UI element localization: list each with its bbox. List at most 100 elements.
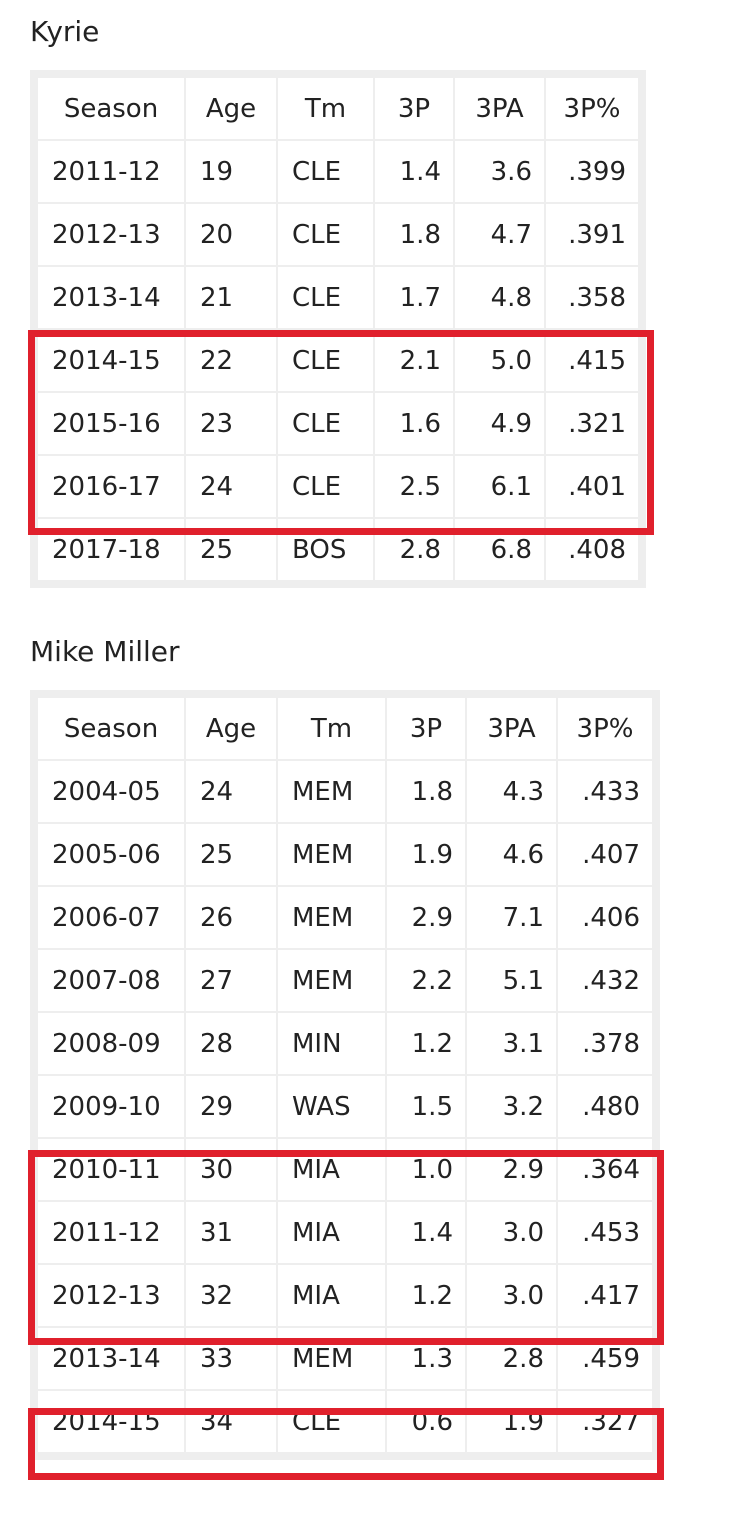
cell-season: 2014-15 [36, 1389, 186, 1454]
table-row: 2005-06 25 MEM 1.9 4.6.407 [36, 822, 654, 887]
cell-season: 2006-07 [36, 885, 186, 950]
cell-3pa: 4.8 [453, 265, 546, 330]
table-row: 2014-15 34 CLE 0.6 1.9.327 [36, 1389, 654, 1454]
cell-3pa: 3.0 [465, 1200, 558, 1265]
table-row: 2011-12 31 MIA 1.4 3.0.453 [36, 1200, 654, 1265]
cell-3p: 1.6 [373, 391, 455, 456]
cell-season: 2013-14 [36, 1326, 186, 1391]
cell-season: 2012-13 [36, 202, 186, 267]
cell-team: BOS [276, 517, 375, 582]
cell-season: 2007-08 [36, 948, 186, 1013]
cell-season: 2017-18 [36, 517, 186, 582]
cell-season: 2005-06 [36, 822, 186, 887]
cell-3pa: 3.6 [453, 139, 546, 204]
cell-team: MEM [276, 948, 387, 1013]
cell-3p: 2.1 [373, 328, 455, 393]
cell-3pa: 3.2 [465, 1074, 558, 1139]
cell-3p: 1.4 [373, 139, 455, 204]
cell-age: 31 [184, 1200, 278, 1265]
cell-3p: 1.3 [385, 1326, 467, 1391]
table-row: 2012-13 32 MIA 1.2 3.0.417 [36, 1263, 654, 1328]
cell-3p-pct: .391 [544, 202, 640, 267]
cell-3p-pct: .321 [544, 391, 640, 456]
cell-3pa: 7.1 [465, 885, 558, 950]
cell-season: 2010-11 [36, 1137, 186, 1202]
cell-3p: 0.6 [385, 1389, 467, 1454]
cell-3p-pct: .364 [556, 1137, 654, 1202]
cell-team: MIA [276, 1137, 387, 1202]
cell-3p: 2.2 [385, 948, 467, 1013]
mike-miller-heading: Mike Miller [30, 635, 180, 668]
table-row: 2007-08 27 MEM 2.2 5.1.432 [36, 948, 654, 1013]
cell-age: 22 [184, 328, 278, 393]
cell-3p: 2.9 [385, 885, 467, 950]
cell-age: 24 [184, 454, 278, 519]
table-row: 2014-15 22 CLE 2.1 5.0.415 [36, 328, 640, 393]
cell-team: MEM [276, 885, 387, 950]
cell-team: CLE [276, 265, 375, 330]
col-header-3p-pct: 3P% [556, 696, 654, 761]
cell-age: 26 [184, 885, 278, 950]
col-header-3pa: 3PA [453, 76, 546, 141]
cell-age: 20 [184, 202, 278, 267]
cell-team: WAS [276, 1074, 387, 1139]
table-row: 2015-16 23 CLE 1.6 4.9.321 [36, 391, 640, 456]
cell-3p: 1.8 [385, 759, 467, 824]
col-header-team: Tm [276, 696, 387, 761]
cell-3p-pct: .432 [556, 948, 654, 1013]
cell-age: 28 [184, 1011, 278, 1076]
cell-3p-pct: .433 [556, 759, 654, 824]
col-header-3p: 3P [385, 696, 467, 761]
cell-age: 30 [184, 1137, 278, 1202]
cell-3p-pct: .415 [544, 328, 640, 393]
table-row: 2012-13 20 CLE 1.8 4.7.391 [36, 202, 640, 267]
cell-team: CLE [276, 202, 375, 267]
table-row: 2004-05 24 MEM 1.8 4.3.433 [36, 759, 654, 824]
cell-season: 2009-10 [36, 1074, 186, 1139]
mike-miller-table-body: 2004-05 24 MEM 1.8 4.3.433 2005-06 25 MEM 1.9 4.6… [36, 759, 654, 1454]
col-header-age: Age [184, 696, 278, 761]
table-header-row: Season Age Tm 3P 3PA 3P% [36, 696, 654, 761]
cell-team: MEM [276, 1326, 387, 1391]
cell-3p-pct: .399 [544, 139, 640, 204]
cell-age: 21 [184, 265, 278, 330]
col-header-age: Age [184, 76, 278, 141]
table-row: 2010-11 30 MIA 1.0 2.9.364 [36, 1137, 654, 1202]
cell-3p-pct: .453 [556, 1200, 654, 1265]
cell-3pa: 3.1 [465, 1011, 558, 1076]
cell-3p: 1.2 [385, 1263, 467, 1328]
cell-age: 24 [184, 759, 278, 824]
cell-3p-pct: .480 [556, 1074, 654, 1139]
table-row: 2013-14 21 CLE 1.7 4.8.358 [36, 265, 640, 330]
cell-3p-pct: .358 [544, 265, 640, 330]
table-header-row: Season Age Tm 3P 3PA 3P% [36, 76, 640, 141]
cell-age: 33 [184, 1326, 278, 1391]
cell-team: CLE [276, 1389, 387, 1454]
cell-3pa: 4.7 [453, 202, 546, 267]
col-header-3p-pct: 3P% [544, 76, 640, 141]
cell-season: 2011-12 [36, 139, 186, 204]
col-header-team: Tm [276, 76, 375, 141]
cell-3p-pct: .417 [556, 1263, 654, 1328]
cell-3p-pct: .459 [556, 1326, 654, 1391]
table-row: 2008-09 28 MIN 1.2 3.1.378 [36, 1011, 654, 1076]
cell-3pa: 4.9 [453, 391, 546, 456]
cell-3p: 1.7 [373, 265, 455, 330]
cell-team: MIA [276, 1200, 387, 1265]
cell-3p: 1.0 [385, 1137, 467, 1202]
cell-season: 2004-05 [36, 759, 186, 824]
col-header-season: Season [36, 696, 186, 761]
cell-3p: 2.8 [373, 517, 455, 582]
cell-3pa: 4.3 [465, 759, 558, 824]
cell-season: 2012-13 [36, 1263, 186, 1328]
cell-3p-pct: .407 [556, 822, 654, 887]
cell-season: 2014-15 [36, 328, 186, 393]
cell-age: 19 [184, 139, 278, 204]
cell-3p-pct: .401 [544, 454, 640, 519]
cell-season: 2015-16 [36, 391, 186, 456]
cell-3pa: 6.1 [453, 454, 546, 519]
cell-3p: 1.8 [373, 202, 455, 267]
cell-3pa: 5.1 [465, 948, 558, 1013]
kyrie-stats-table: Season Age Tm 3P 3PA 3P% 2011-12 19 CLE 1.4… [30, 70, 646, 588]
cell-3p-pct: .406 [556, 885, 654, 950]
